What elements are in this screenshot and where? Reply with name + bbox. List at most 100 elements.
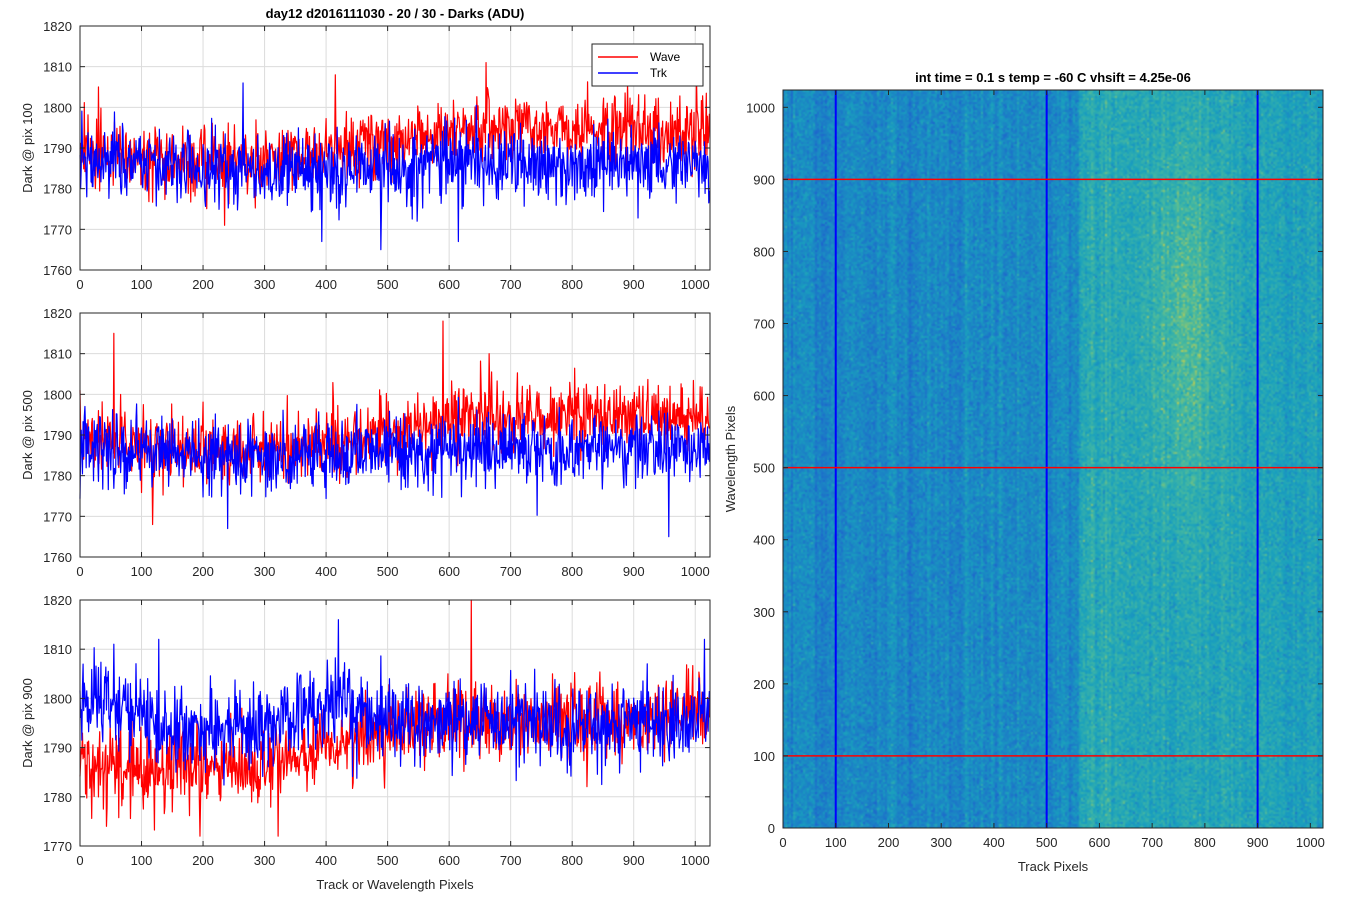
x-tick-label: 600	[1089, 835, 1111, 850]
y-tick-label: 1790	[43, 428, 72, 443]
x-tick-label: 900	[623, 277, 645, 292]
heatmap-image	[783, 90, 1323, 828]
axes-frame	[782, 89, 1324, 829]
axes-4: 0 100 200 300 400 500 600 700 800 900 1000 0 100 200 3…	[723, 70, 1325, 874]
y-axis-label: Wavelength Pixels	[723, 405, 738, 512]
y-tick-label: 1820	[43, 593, 72, 608]
x-tick-label: 100	[825, 835, 847, 850]
x-tick-label: 800	[561, 853, 583, 868]
y-tick-label: 1810	[43, 642, 72, 657]
x-tick-label: 100	[131, 564, 153, 579]
y-axis-label: Dark @ pix 500	[20, 390, 35, 480]
x-tick-label: 200	[192, 564, 214, 579]
axes-title: day12 d2016111030 - 20 / 30 - Darks (ADU…	[266, 6, 525, 21]
y-tick-label: 1780	[43, 182, 72, 197]
x-axis-label: Track Pixels	[1018, 859, 1089, 874]
x-tick-label: 800	[1194, 835, 1216, 850]
y-tick-label: 1820	[43, 306, 72, 321]
x-tick-label: 700	[1141, 835, 1163, 850]
series-line-wave	[79, 320, 710, 526]
x-tick-label: 900	[623, 853, 645, 868]
x-tick-label: 900	[623, 564, 645, 579]
y-tick-label: 1760	[43, 550, 72, 565]
x-tick-label: 800	[561, 564, 583, 579]
axes-1: Wave Trk 0 100 200 300 400 500 600 700 800 900 1000 1…	[20, 6, 711, 292]
y-tick-label: 1800	[43, 100, 72, 115]
axes-3: 0 100 200 300 400 500 600 700 800 900 1000 1770 1780…	[20, 593, 711, 892]
y-tick-label: 600	[753, 389, 775, 404]
x-tick-label: 600	[438, 277, 460, 292]
x-tick-label: 400	[315, 853, 337, 868]
y-tick-label: 300	[753, 605, 775, 620]
x-tick-label: 1000	[1296, 835, 1325, 850]
x-tick-label: 800	[561, 277, 583, 292]
axes-frame	[79, 599, 711, 847]
y-tick-label: 400	[753, 533, 775, 548]
y-tick-label: 1770	[43, 222, 72, 237]
x-tick-label: 500	[377, 564, 399, 579]
y-tick-label: 1000	[746, 100, 775, 115]
y-tick-label: 0	[768, 821, 775, 836]
x-tick-label: 700	[500, 564, 522, 579]
x-tick-label: 500	[1036, 835, 1058, 850]
series-line-trk	[79, 82, 710, 251]
legend: Wave Trk	[591, 43, 704, 87]
series-line-trk	[79, 619, 710, 786]
y-tick-label: 1770	[43, 839, 72, 854]
x-tick-label: 0	[76, 853, 83, 868]
x-tick-label: 300	[930, 835, 952, 850]
series-line-trk	[79, 396, 710, 538]
legend-box	[591, 43, 704, 87]
x-tick-label: 900	[1247, 835, 1269, 850]
x-tick-label: 0	[76, 277, 83, 292]
x-tick-label: 400	[315, 564, 337, 579]
x-tick-label: 700	[500, 853, 522, 868]
x-tick-label: 500	[377, 277, 399, 292]
x-tick-label: 400	[983, 835, 1005, 850]
y-tick-label: 1790	[43, 141, 72, 156]
legend-label-trk: Trk	[650, 66, 668, 80]
x-tick-label: 200	[192, 277, 214, 292]
x-tick-label: 200	[878, 835, 900, 850]
x-tick-label: 600	[438, 564, 460, 579]
y-axis-label: Dark @ pix 100	[20, 103, 35, 193]
y-tick-label: 1810	[43, 60, 72, 75]
y-tick-label: 1780	[43, 469, 72, 484]
y-tick-label: 1810	[43, 347, 72, 362]
x-tick-label: 300	[254, 564, 276, 579]
x-tick-label: 300	[254, 277, 276, 292]
x-tick-label: 100	[131, 853, 153, 868]
y-tick-label: 800	[753, 244, 775, 259]
y-tick-label: 200	[753, 677, 775, 692]
y-tick-label: 1790	[43, 741, 72, 756]
y-tick-label: 1760	[43, 263, 72, 278]
y-tick-label: 1800	[43, 387, 72, 402]
x-tick-label: 100	[131, 277, 153, 292]
axes-title: int time = 0.1 s temp = -60 C vhsift = 4…	[915, 70, 1191, 85]
x-tick-label: 0	[76, 564, 83, 579]
x-tick-label: 300	[254, 853, 276, 868]
x-tick-label: 0	[779, 835, 786, 850]
x-tick-label: 600	[438, 853, 460, 868]
series-line-wave	[79, 62, 710, 226]
y-tick-label: 1800	[43, 691, 72, 706]
y-tick-label: 100	[753, 749, 775, 764]
axes-2: 0 100 200 300 400 500 600 700 800 900 1000 1760 1770…	[20, 306, 711, 579]
x-tick-label: 700	[500, 277, 522, 292]
y-axis-label: Dark @ pix 900	[20, 678, 35, 768]
x-axis-label: Track or Wavelength Pixels	[316, 877, 474, 892]
y-tick-label: 700	[753, 317, 775, 332]
y-tick-label: 900	[753, 172, 775, 187]
y-tick-label: 1770	[43, 509, 72, 524]
x-tick-label: 200	[192, 853, 214, 868]
x-tick-label: 1000	[681, 277, 710, 292]
y-tick-label: 1780	[43, 790, 72, 805]
x-tick-label: 1000	[681, 853, 710, 868]
x-tick-label: 400	[315, 277, 337, 292]
x-tick-label: 1000	[681, 564, 710, 579]
legend-label-wave: Wave	[650, 50, 681, 64]
y-tick-label: 500	[753, 461, 775, 476]
x-tick-label: 500	[377, 853, 399, 868]
